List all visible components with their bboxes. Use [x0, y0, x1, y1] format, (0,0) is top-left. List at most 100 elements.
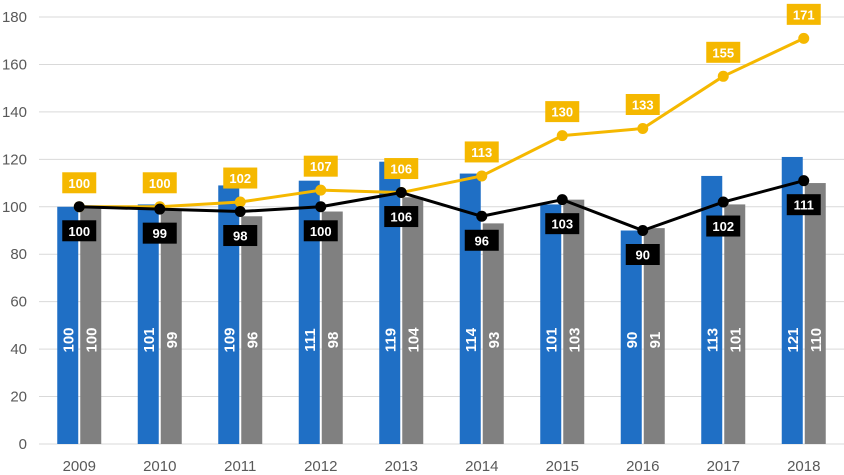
bar-value-label: 101	[727, 327, 744, 352]
bar	[298, 180, 320, 444]
y-tick-label: 20	[10, 389, 27, 406]
line-marker	[556, 130, 568, 142]
bar	[160, 209, 182, 444]
bar-value-label: 110	[808, 328, 825, 352]
lines	[73, 32, 810, 236]
point-label: 90	[636, 248, 650, 263]
bar-value-label: 104	[405, 327, 422, 353]
point-label-box	[706, 215, 741, 237]
bar-value-label: 103	[566, 327, 583, 352]
x-tick-label: 2015	[546, 458, 579, 475]
bar-value-label: 90	[624, 332, 641, 349]
x-tick-label: 2012	[304, 458, 337, 475]
point-label: 106	[390, 162, 412, 177]
bar	[620, 230, 642, 444]
line-marker	[637, 122, 649, 134]
point-label: 96	[475, 233, 489, 248]
bar-value-label: 113	[704, 328, 721, 352]
bar	[781, 156, 803, 444]
line-marker	[476, 210, 488, 222]
line-marker	[73, 201, 85, 213]
bar	[804, 183, 826, 445]
point-label: 106	[390, 210, 412, 225]
y-tick-label: 0	[19, 436, 27, 453]
bar	[321, 211, 343, 444]
bar-value-label: 114	[463, 327, 480, 352]
point-label: 99	[153, 226, 167, 241]
x-tick-label: 2018	[787, 458, 820, 475]
point-label: 100	[68, 176, 90, 191]
x-tick-label: 2016	[626, 458, 659, 475]
y-tick-label: 80	[10, 246, 27, 263]
point-label: 171	[793, 7, 815, 22]
point-label-box	[625, 244, 660, 265]
point-label-box	[464, 141, 499, 163]
bar-value-label: 111	[302, 328, 319, 351]
y-tick-label: 140	[2, 104, 27, 121]
point-label-box	[464, 229, 499, 251]
bar-value-label: 101	[543, 327, 560, 352]
point-label: 102	[712, 219, 734, 234]
bar	[643, 228, 665, 444]
bar-value-label: 121	[785, 327, 802, 352]
point-label-box	[545, 101, 580, 123]
line-marker	[315, 184, 327, 196]
x-tick-label: 2017	[707, 458, 740, 475]
bar-value-label: 119	[382, 328, 399, 352]
point-label-box	[223, 225, 258, 247]
line-marker	[717, 196, 729, 208]
point-label-box	[62, 220, 97, 242]
bar-value-label: 99	[164, 332, 181, 349]
point-label: 100	[68, 224, 90, 239]
line-marker	[798, 32, 810, 44]
point-label: 113	[471, 145, 492, 160]
bar	[402, 197, 424, 444]
bar-value-label: 109	[221, 327, 238, 352]
point-label: 155	[712, 45, 734, 60]
bar-value-label: 91	[647, 332, 664, 349]
y-axis: 0 20 40 60 80 100 120 140 160 180	[2, 9, 27, 453]
bar	[701, 175, 723, 444]
bar	[241, 216, 263, 444]
point-labels: 100 100 102 107 106 113 130 133 155 171 100 99 98 100…	[62, 3, 821, 265]
line-marker	[476, 170, 488, 182]
x-tick-label: 2010	[143, 458, 176, 475]
point-label-box	[142, 222, 177, 244]
line-marker	[637, 225, 649, 236]
point-label: 102	[229, 171, 251, 186]
y-tick-label: 40	[10, 341, 27, 358]
point-label: 130	[551, 105, 573, 120]
point-label: 98	[233, 229, 247, 244]
line-marker	[154, 203, 166, 215]
y-tick-label: 60	[10, 294, 27, 311]
x-tick-label: 2011	[224, 458, 256, 475]
y-tick-label: 160	[2, 56, 27, 73]
point-label-box	[706, 41, 741, 63]
point-label-box	[384, 206, 419, 228]
point-label: 111	[794, 198, 814, 213]
bar	[57, 206, 79, 444]
bar-value-label: 93	[486, 332, 503, 349]
bars: 100 101 109 111 119 114 101 90 113 121 100 99 96 98 10…	[57, 156, 826, 445]
series-line	[79, 36, 805, 209]
point-label-box	[142, 172, 177, 194]
bar	[540, 204, 562, 444]
point-label-box	[303, 220, 338, 242]
point-label: 133	[632, 97, 654, 112]
line-marker	[234, 196, 246, 208]
point-label-box	[625, 93, 660, 115]
line-marker	[315, 201, 327, 213]
bar-value-label: 96	[244, 332, 261, 349]
y-tick-label: 100	[2, 199, 27, 216]
point-label-box	[786, 3, 821, 25]
point-label: 100	[310, 224, 332, 239]
bar-value-label: 98	[325, 332, 342, 349]
point-label-box	[384, 158, 419, 180]
line-marker	[717, 70, 729, 82]
x-axis: 2009 2010 2011 2012 2013 2014 2015 2016 2017 2018	[63, 458, 821, 475]
bar	[724, 204, 746, 444]
bar	[137, 204, 159, 444]
y-tick-label: 180	[2, 9, 27, 26]
line-marker	[234, 206, 246, 218]
